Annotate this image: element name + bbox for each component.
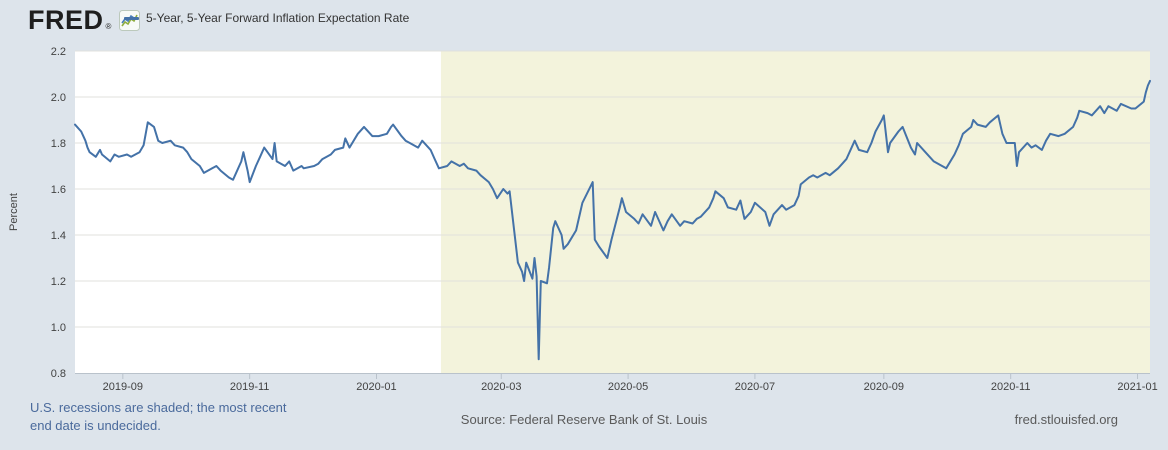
fred-site-link[interactable]: fred.stlouisfed.org (1014, 412, 1118, 427)
source-attribution: Source: Federal Reserve Bank of St. Loui… (460, 412, 708, 427)
y-axis-tick-label: 0.8 (51, 368, 66, 380)
y-axis-tick-label: 2.2 (51, 46, 66, 58)
series-legend-label: 5-Year, 5-Year Forward Inflation Expecta… (146, 11, 410, 25)
x-axis-tick-label: 2020-09 (864, 381, 904, 393)
fred-logo-text: FRED (28, 5, 104, 35)
registered-trademark-mark: ® (105, 22, 112, 31)
x-axis-tick-label: 2020-07 (735, 381, 775, 393)
y-axis-tick-label: 1.4 (51, 230, 66, 242)
x-axis-tick-label: 2020-01 (356, 381, 396, 393)
recession-note: U.S. recessions are shaded; the most rec… (30, 399, 287, 435)
fred-logo[interactable]: FRED ® (28, 5, 141, 35)
y-axis-tick-label: 1.8 (51, 138, 66, 150)
x-axis-tick-label: 2021-01 (1117, 381, 1157, 393)
x-axis-tick-label: 2019-09 (103, 381, 143, 393)
series-legend-dash (124, 16, 139, 20)
y-axis-tick-label: 1.2 (51, 276, 66, 288)
recession-shading-band (440, 51, 1150, 373)
y-axis-title: Percent (8, 193, 20, 231)
recession-note-line1: U.S. recessions are shaded; the most rec… (30, 400, 287, 415)
recession-note-line2: end date is undecided. (30, 418, 161, 433)
y-axis-tick-label: 2.0 (51, 92, 66, 104)
x-axis-tick-label: 2020-05 (608, 381, 648, 393)
chart-legend: 5-Year, 5-Year Forward Inflation Expecta… (124, 11, 409, 25)
x-axis-tick-label: 2020-03 (481, 381, 521, 393)
y-axis-tick-label: 1.0 (51, 322, 66, 334)
y-axis-tick-label: 1.6 (51, 184, 66, 196)
x-axis-tick-label: 2020-11 (991, 381, 1031, 393)
data-series-line (74, 79, 1151, 361)
x-axis-tick-label: 2019-11 (230, 381, 270, 393)
